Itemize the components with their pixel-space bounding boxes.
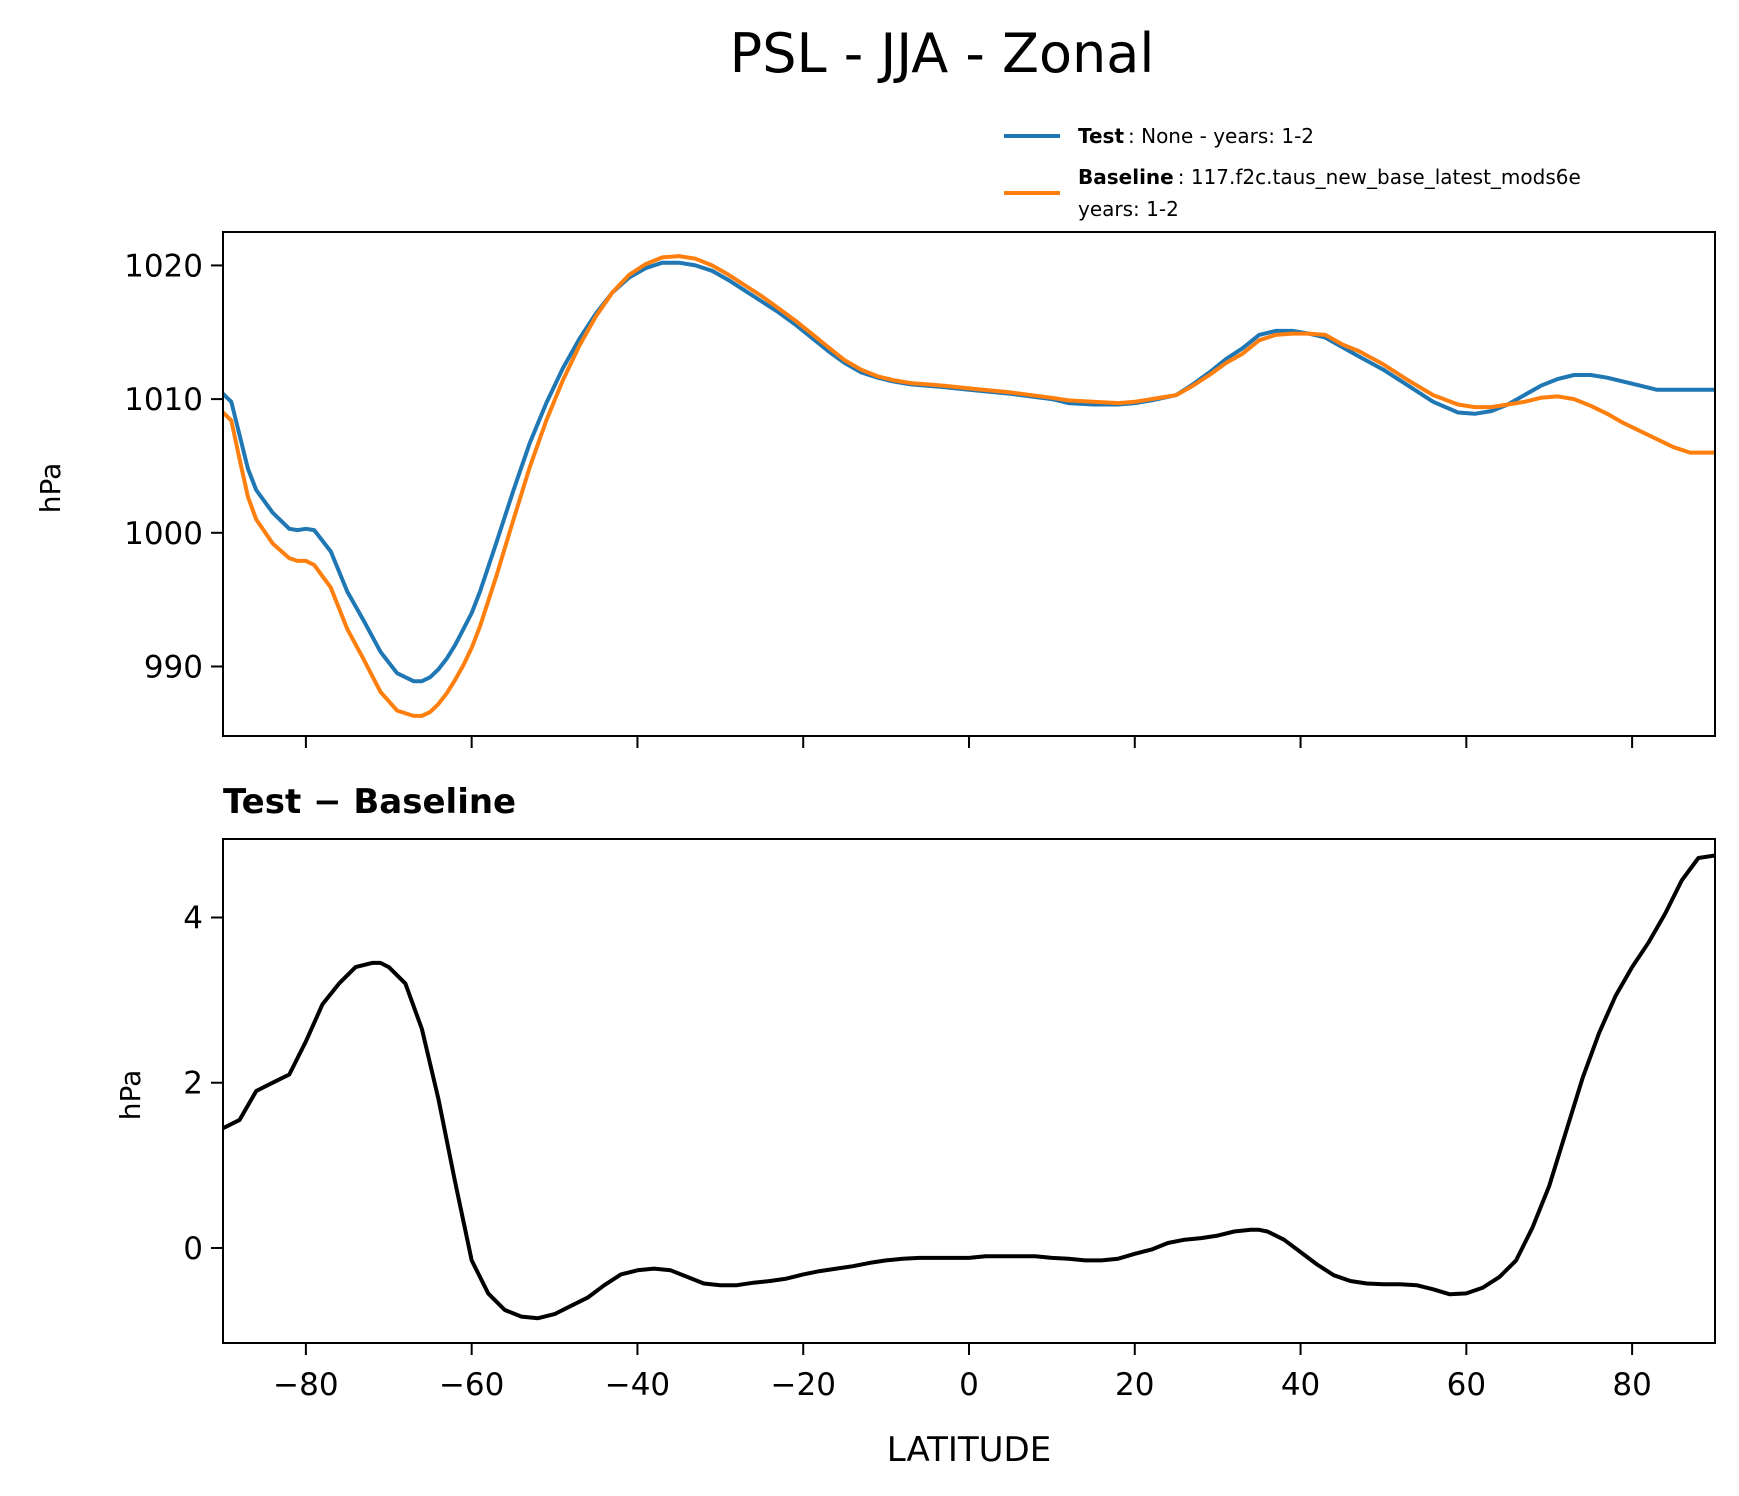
bottom-x-tick-label: 80 [1612, 1367, 1651, 1403]
legend-baseline-label: Baseline [1078, 165, 1174, 189]
bottom-x-tick-label: 40 [1281, 1367, 1320, 1403]
x-axis-label: LATITUDE [887, 1430, 1051, 1470]
legend-test-label: Test [1078, 124, 1124, 148]
bottom-x-tick-label: −60 [439, 1367, 504, 1403]
bottom-x-tick-label: −80 [273, 1367, 338, 1403]
top-y-tick-label: 1010 [124, 382, 203, 418]
legend-test-text: : None - years: 1-2 [1128, 124, 1314, 148]
top-series-line-baseline [223, 254, 1715, 718]
figure-title: PSL - JJA - Zonal [730, 22, 1155, 85]
bottom-x-tick-label: −20 [771, 1367, 836, 1403]
bottom-x-tick-label: 0 [959, 1367, 979, 1403]
svg-text:Baseline: 117.f2c.taus_new_bas: Baseline: 117.f2c.taus_new_base_latest_m… [1078, 165, 1581, 189]
top-y-axis-label: hPa [34, 463, 67, 514]
top-series-line-test [223, 260, 1715, 684]
bottom-y-tick-label: 0 [183, 1231, 203, 1267]
bottom-x-tick-label: −40 [605, 1367, 670, 1403]
top-y-tick-label: 1000 [124, 516, 203, 552]
bottom-series-line-difference [223, 853, 1715, 1321]
bottom-y-ticks: 0 2 4 [183, 900, 223, 1267]
legend: Test: None - years: 1-2 Baseline: 117.f2… [1004, 124, 1581, 221]
top-y-ticks: 990 1000 1010 1020 [124, 248, 223, 685]
top-y-tick-label: 990 [144, 649, 203, 685]
top-x-ticks [304, 736, 1634, 748]
bottom-x-tick-label: 20 [1115, 1367, 1154, 1403]
bottom-x-tick-label: 60 [1447, 1367, 1486, 1403]
bottom-y-tick-label: 4 [183, 900, 203, 936]
top-y-tick-label: 1020 [124, 248, 203, 284]
bottom-y-axis-label: hPa [114, 1070, 147, 1121]
top-series-group [223, 254, 1715, 718]
bottom-plot-frame [222, 838, 1716, 1344]
bottom-panel-title: Test − Baseline [223, 782, 516, 822]
bottom-panel: Test − Baseline hPa 0 2 4 −80 −60 −40 −20 0 20 4… [114, 782, 1716, 1470]
top-plot-frame [222, 231, 1716, 737]
legend-baseline-text-line2: years: 1-2 [1078, 197, 1179, 221]
bottom-series-group [223, 853, 1715, 1321]
bottom-x-ticks: −80 −60 −40 −20 0 20 40 60 80 [273, 1343, 1652, 1403]
bottom-y-tick-label: 2 [183, 1066, 203, 1102]
svg-text:Test: None - years: 1-2: Test: None - years: 1-2 [1078, 124, 1314, 148]
legend-baseline-text: : 117.f2c.taus_new_base_latest_mods6e [1178, 165, 1581, 189]
top-panel: hPa 990 1000 1010 1020 [34, 231, 1716, 748]
